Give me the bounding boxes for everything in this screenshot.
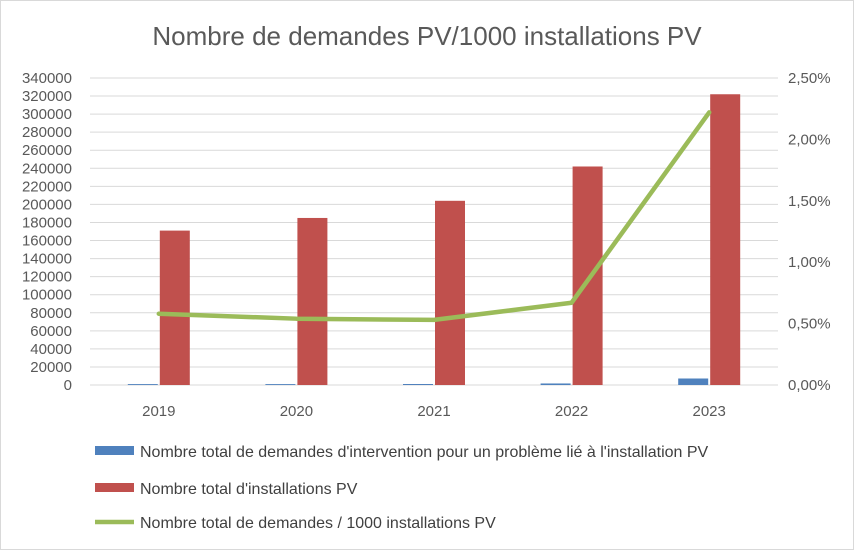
x-axis-tick-label: 2020 bbox=[280, 403, 313, 420]
legend-label: Nombre total de demandes d'intervention … bbox=[140, 444, 709, 461]
left-axis-tick-label: 200000 bbox=[22, 196, 72, 213]
bar-series bbox=[127, 94, 741, 386]
x-axis-tick-label: 2019 bbox=[142, 403, 175, 420]
line-series bbox=[156, 110, 712, 323]
bar bbox=[540, 383, 571, 385]
legend-swatch bbox=[95, 483, 134, 492]
bar bbox=[572, 166, 603, 385]
left-axis-tick-label: 180000 bbox=[22, 214, 72, 231]
left-axis-tick-label: 60000 bbox=[30, 323, 72, 340]
left-axis-tick-label: 20000 bbox=[30, 359, 72, 376]
right-axis-tick-label: 0,00% bbox=[788, 377, 831, 394]
left-axis-tick-label: 280000 bbox=[22, 124, 72, 141]
bar bbox=[710, 94, 741, 386]
left-axis-tick-label: 240000 bbox=[22, 160, 72, 177]
left-axis-tick-label: 140000 bbox=[22, 251, 72, 268]
x-axis-tick-label: 2023 bbox=[693, 403, 726, 420]
left-axis-tick-label: 160000 bbox=[22, 233, 72, 250]
left-axis-tick-label: 220000 bbox=[22, 178, 72, 195]
bar bbox=[159, 230, 190, 385]
right-axis-tick-labels: 0,00% 0,50% 1,00% 1,50% 2,00% 2,50% bbox=[788, 70, 831, 394]
left-axis-tick-label: 40000 bbox=[30, 341, 72, 358]
left-axis-tick-label: 340000 bbox=[22, 70, 72, 87]
right-axis-tick-label: 1,50% bbox=[788, 193, 831, 210]
right-axis-tick-label: 0,50% bbox=[788, 316, 831, 333]
bar bbox=[678, 378, 709, 385]
left-axis-tick-label: 100000 bbox=[22, 287, 72, 304]
bar bbox=[297, 217, 328, 385]
left-axis-tick-label: 320000 bbox=[22, 88, 72, 105]
gridlines bbox=[90, 77, 778, 386]
bar bbox=[265, 384, 296, 385]
x-axis-tick-label: 2021 bbox=[417, 403, 450, 420]
left-axis-tick-label: 120000 bbox=[22, 269, 72, 286]
legend: Nombre total de demandes d'intervention … bbox=[95, 444, 709, 532]
left-axis-tick-label: 80000 bbox=[30, 305, 72, 322]
right-axis-tick-label: 1,00% bbox=[788, 254, 831, 271]
legend-label: Nombre total d'installations PV bbox=[140, 481, 358, 498]
right-axis-tick-label: 2,00% bbox=[788, 131, 831, 148]
right-axis-tick-label: 2,50% bbox=[788, 70, 831, 87]
bar bbox=[435, 200, 465, 385]
left-axis-tick-label: 0 bbox=[64, 377, 72, 394]
left-axis-tick-label: 300000 bbox=[22, 106, 72, 123]
left-axis-tick-labels: 0200004000060000800001000001200001400001… bbox=[22, 70, 72, 394]
legend-label: Nombre total de demandes / 1000 installa… bbox=[140, 515, 496, 532]
x-axis-tick-label: 2022 bbox=[555, 403, 588, 420]
chart-title: Nombre de demandes PV/1000 installations… bbox=[152, 21, 702, 51]
bar bbox=[403, 384, 433, 385]
legend-swatch bbox=[95, 446, 134, 455]
left-axis-tick-label: 260000 bbox=[22, 142, 72, 159]
bar bbox=[127, 384, 158, 385]
x-axis-tick-labels: 2019 2020 2021 2022 2023 bbox=[142, 403, 726, 420]
series-line bbox=[156, 110, 712, 323]
